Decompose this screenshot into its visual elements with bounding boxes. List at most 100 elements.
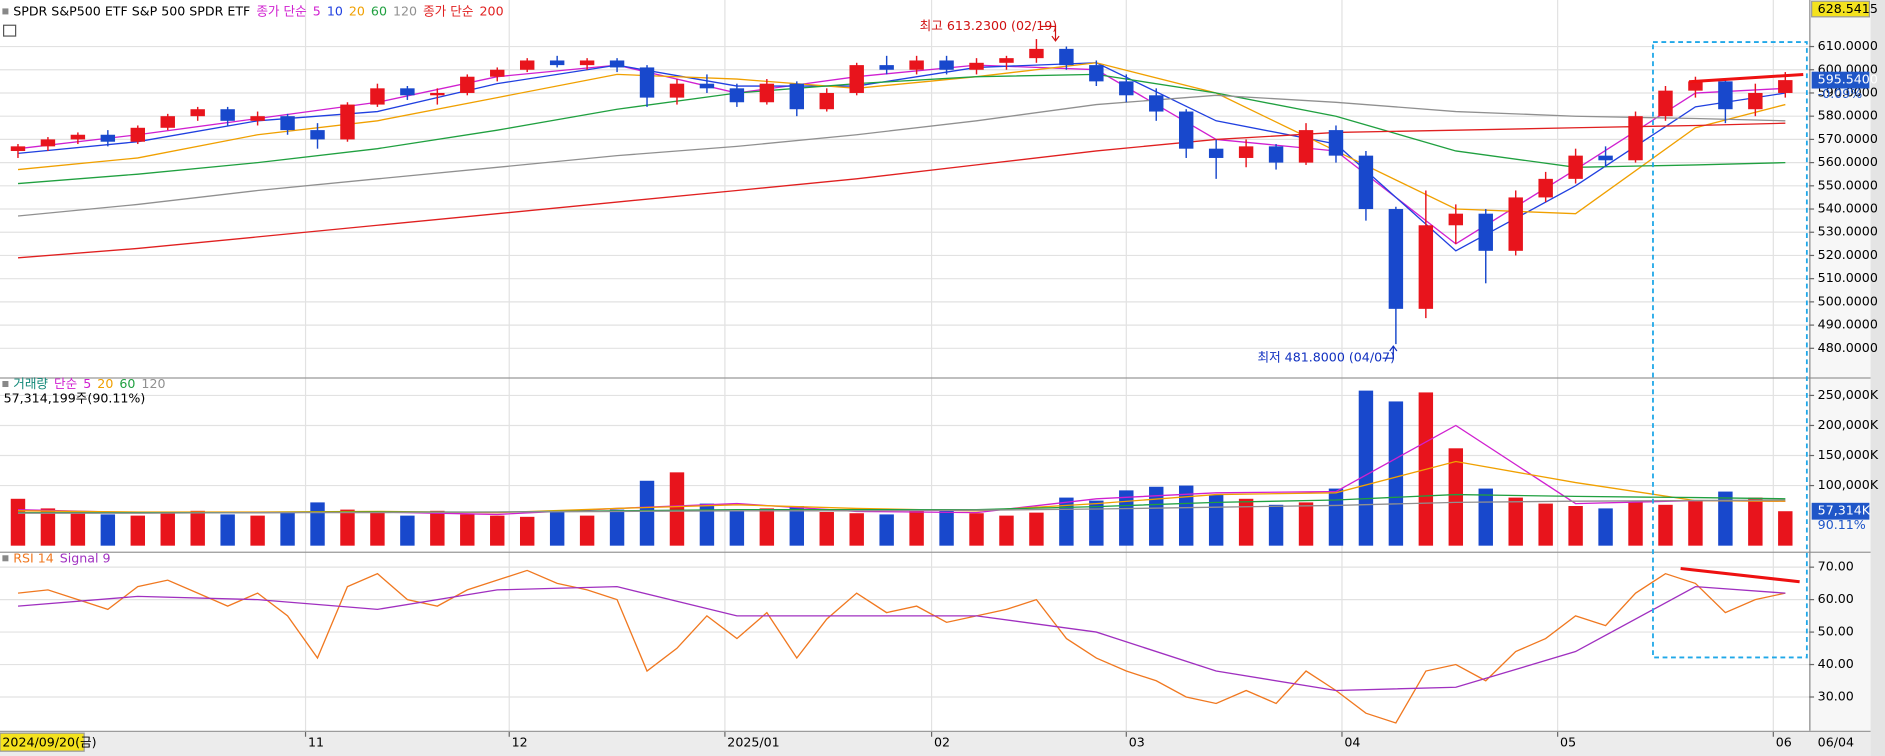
volume-bar <box>1778 511 1793 546</box>
candle-body <box>1628 116 1643 161</box>
candle-body <box>609 60 625 68</box>
last-volume-box <box>1811 502 1870 520</box>
y-tick-label: 580.0000 <box>1818 108 1878 123</box>
volume-bar <box>1119 490 1134 546</box>
candle-body <box>1178 111 1194 149</box>
legend-entry: 종가 단순 <box>423 4 473 19</box>
volume-bar <box>519 516 535 546</box>
y-tick-label: 570.0000 <box>1818 131 1878 146</box>
legend-icon <box>2 8 9 15</box>
volume-summary: 57,314,199주(90.11%) <box>4 391 146 406</box>
volume-bar <box>879 514 894 546</box>
y-tick-label: 610.0000 <box>1818 38 1878 53</box>
line-series <box>17 94 1786 217</box>
candle-body <box>70 134 86 140</box>
candle-body <box>729 88 745 103</box>
annotation-arrow <box>1041 25 1060 42</box>
x-tick-label: 05 <box>1560 734 1576 749</box>
volume-bar <box>999 515 1014 546</box>
y-tick-label: 30.00 <box>1818 689 1854 704</box>
volume-bar <box>1358 390 1374 546</box>
candle-body <box>1029 48 1044 59</box>
volume-bar <box>1178 485 1194 546</box>
volume-bar <box>1508 497 1523 546</box>
line-series <box>17 73 1786 185</box>
last-price-label: 595.5400 <box>1818 72 1878 87</box>
volume-bar <box>609 509 625 546</box>
volume-bar <box>1149 486 1164 546</box>
legend-entry: 20 <box>97 376 113 391</box>
legend-entry: 60 <box>119 376 135 391</box>
legend-entry: 60 <box>371 4 387 19</box>
volume-bar <box>400 515 415 546</box>
volume-bar <box>549 512 565 546</box>
candle-body <box>1478 213 1493 251</box>
candle-body <box>310 130 325 140</box>
candle-body <box>190 109 205 117</box>
volume-bar <box>759 508 775 546</box>
candle-body <box>849 65 864 93</box>
candle-body <box>1388 209 1404 309</box>
y-tick-label: 550.0000 <box>1818 177 1878 192</box>
x-tick-label: 04 <box>1344 734 1360 749</box>
x-end-label: 06/04 <box>1818 734 1854 749</box>
volume-bar <box>849 513 864 546</box>
legend-entry: 5 <box>83 376 91 391</box>
line-series <box>17 122 1786 259</box>
x-tick-label: 11 <box>308 734 324 749</box>
volume-bar <box>1688 500 1703 546</box>
y-tick-label: 540.0000 <box>1818 201 1878 216</box>
volume-bar <box>579 515 595 546</box>
candle-body <box>519 60 535 70</box>
candle-body <box>280 116 295 131</box>
volume-bar <box>1238 498 1254 546</box>
legend-entry: 단순 <box>54 376 77 391</box>
top-label-box <box>1811 0 1870 18</box>
candle-body <box>100 134 116 142</box>
last-volume-label: 57,314K <box>1818 503 1871 518</box>
y-tick-label: 100,000K <box>1818 477 1879 492</box>
volume-bar <box>1748 497 1763 546</box>
x-tick-label: 12 <box>512 734 528 749</box>
x-tick-label: 06 <box>1776 734 1792 749</box>
y-tick-label: 510.0000 <box>1818 270 1878 285</box>
last-price-box <box>1811 71 1870 89</box>
volume-bar <box>460 514 475 546</box>
volume-bar <box>819 512 834 546</box>
y-tick-label: 70.00 <box>1818 559 1854 574</box>
candle-body <box>160 116 175 128</box>
low-annotation: 최저 481.8000 (04/07) <box>1257 350 1395 365</box>
candle-body <box>699 83 715 89</box>
volume-bar <box>1448 448 1464 546</box>
candle-body <box>1418 225 1434 309</box>
y-tick-label: 150,000K <box>1818 447 1879 462</box>
volume-bar <box>1718 491 1733 546</box>
candle-body <box>939 60 954 70</box>
volume-bar <box>1089 500 1104 546</box>
date-axis <box>0 731 1871 756</box>
side-toolbar[interactable] <box>1870 0 1885 756</box>
candle-body <box>1268 146 1284 163</box>
legend-entry: 20 <box>349 4 365 19</box>
volume-bar <box>160 513 175 546</box>
candle-body <box>400 88 415 96</box>
candle-body <box>40 139 56 147</box>
candle-body <box>1298 130 1314 163</box>
line-series <box>17 585 1786 692</box>
volume-bar <box>370 512 385 546</box>
volume-bar <box>100 514 116 546</box>
candle-body <box>1718 81 1733 110</box>
legend-entry: RSI 14 <box>13 550 54 565</box>
x-tick-label: 03 <box>1129 734 1145 749</box>
table-icon[interactable] <box>3 24 17 37</box>
high-annotation: 최고 613.2300 (02/19) <box>920 18 1058 33</box>
volume-bar <box>1478 488 1493 546</box>
legend-entry: SPDR S&P500 ETF S&P 500 SPDR ETF <box>13 4 250 19</box>
candle-body <box>969 62 984 70</box>
legend-entry: 5 <box>313 4 321 19</box>
annotation-arrow <box>1382 345 1398 359</box>
candle-body <box>1778 80 1793 93</box>
